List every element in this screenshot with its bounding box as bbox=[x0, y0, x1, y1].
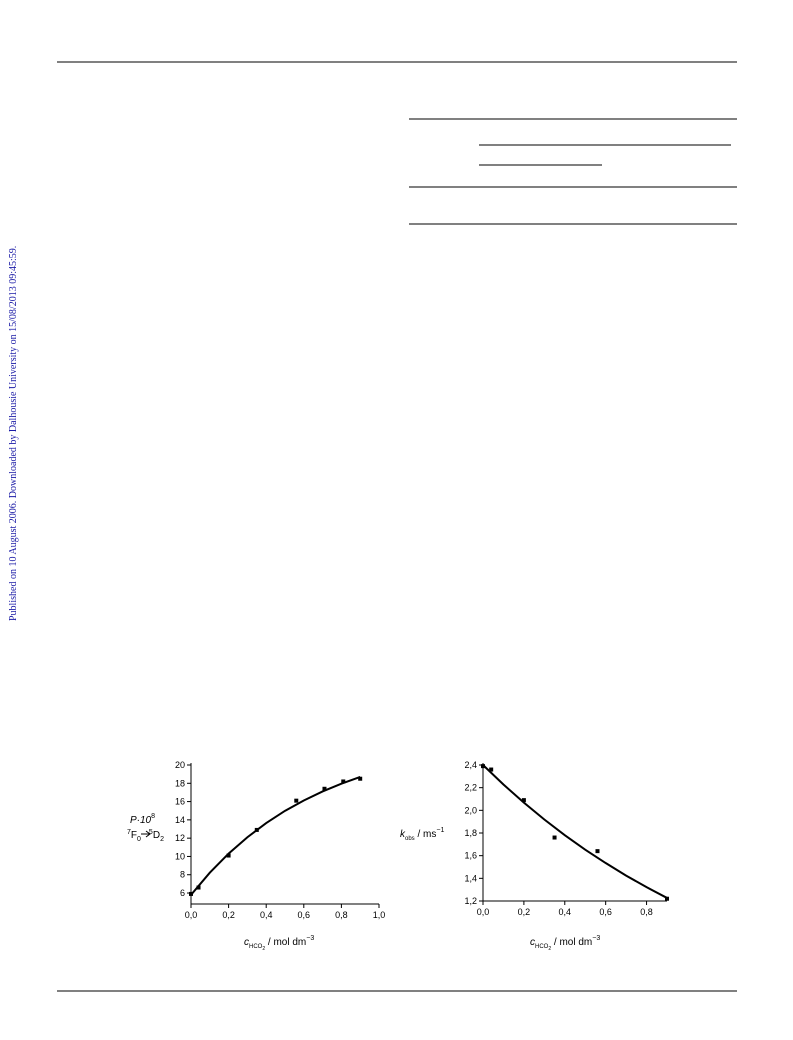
label-part: k bbox=[400, 829, 406, 840]
label-part: HCO bbox=[535, 944, 549, 950]
label-part: −3 bbox=[592, 935, 600, 942]
label-part: −3 bbox=[306, 935, 314, 942]
y-tick-label: 6 bbox=[180, 888, 185, 898]
y-tick-label: 12 bbox=[175, 833, 185, 843]
arrow bbox=[141, 830, 151, 838]
y-tick-label: 8 bbox=[180, 870, 185, 880]
data-point bbox=[595, 849, 600, 854]
label-part: 2 bbox=[548, 946, 551, 952]
fit-curve bbox=[190, 776, 361, 896]
x-tick-label: 0,8 bbox=[335, 910, 348, 920]
label-part: 7 bbox=[127, 829, 131, 836]
label-part: obs bbox=[405, 836, 415, 842]
y-tick-label: 2,2 bbox=[464, 783, 477, 793]
label-part: / ms bbox=[415, 829, 437, 840]
x-tick-label: 0,6 bbox=[298, 910, 311, 920]
y-tick-label: 2,0 bbox=[464, 805, 477, 815]
data-point bbox=[489, 767, 494, 772]
x-tick-label: 0,0 bbox=[185, 910, 198, 920]
label-part: 5 bbox=[149, 829, 153, 836]
x-tick-label: 1,0 bbox=[373, 910, 386, 920]
y-tick-label: 14 bbox=[175, 815, 185, 825]
label-part: c bbox=[244, 937, 249, 948]
data-point bbox=[226, 853, 231, 858]
y-tick-label: 1,6 bbox=[464, 851, 477, 861]
y-axis-label: P·108 bbox=[130, 813, 155, 826]
label-part: 0 bbox=[137, 836, 141, 843]
x-tick-label: 0,4 bbox=[559, 907, 572, 917]
data-point bbox=[552, 835, 557, 840]
label-part: F bbox=[131, 830, 137, 841]
data-point bbox=[521, 798, 526, 803]
x-tick-label: 0,0 bbox=[477, 907, 490, 917]
y-tick-label: 1,2 bbox=[464, 896, 477, 906]
y-tick-label: 18 bbox=[175, 778, 185, 788]
fit-curve bbox=[482, 764, 668, 899]
x-tick-label: 0,8 bbox=[640, 907, 653, 917]
y-tick-label: 10 bbox=[175, 851, 185, 861]
data-point bbox=[294, 798, 299, 803]
label-part: / mol dm bbox=[551, 937, 592, 948]
y-tick-label: 16 bbox=[175, 797, 185, 807]
label-part: −1 bbox=[436, 827, 444, 834]
label-part: / mol dm bbox=[265, 937, 306, 948]
label-part: 2 bbox=[160, 836, 164, 843]
x-tick-label: 0,4 bbox=[260, 910, 273, 920]
data-point bbox=[189, 891, 193, 896]
data-point bbox=[481, 764, 485, 769]
x-tick-label: 0,2 bbox=[518, 907, 531, 917]
data-point bbox=[196, 885, 201, 890]
label-part: 2 bbox=[262, 946, 265, 952]
sidebar-notice: Published on 10 August 2006. Downloaded … bbox=[8, 246, 19, 621]
data-point bbox=[322, 786, 327, 791]
label-part: D bbox=[153, 830, 160, 841]
y-tick-label: 2,4 bbox=[464, 760, 477, 770]
y-tick-label: 1,8 bbox=[464, 828, 477, 838]
x-axis-label: cHCO2 / mol dm−3 bbox=[530, 935, 600, 952]
label-part: 8 bbox=[151, 813, 155, 820]
data-point bbox=[341, 779, 346, 784]
y-tick-label: 20 bbox=[175, 760, 185, 770]
x-tick-label: 0,2 bbox=[222, 910, 235, 920]
data-point bbox=[358, 776, 363, 781]
y-axis-label: 7F0 5D2 bbox=[127, 829, 164, 843]
x-axis-label: cHCO2 / mol dm−3 bbox=[244, 935, 314, 952]
data-point bbox=[254, 827, 259, 832]
y-axis-label: kobs / ms−1 bbox=[400, 827, 444, 842]
label-part: c bbox=[530, 937, 535, 948]
x-tick-label: 0,6 bbox=[599, 907, 612, 917]
label-part: P·10 bbox=[130, 815, 152, 826]
label-part: HCO bbox=[249, 944, 263, 950]
y-tick-label: 1,4 bbox=[464, 873, 477, 883]
data-point bbox=[665, 896, 669, 901]
